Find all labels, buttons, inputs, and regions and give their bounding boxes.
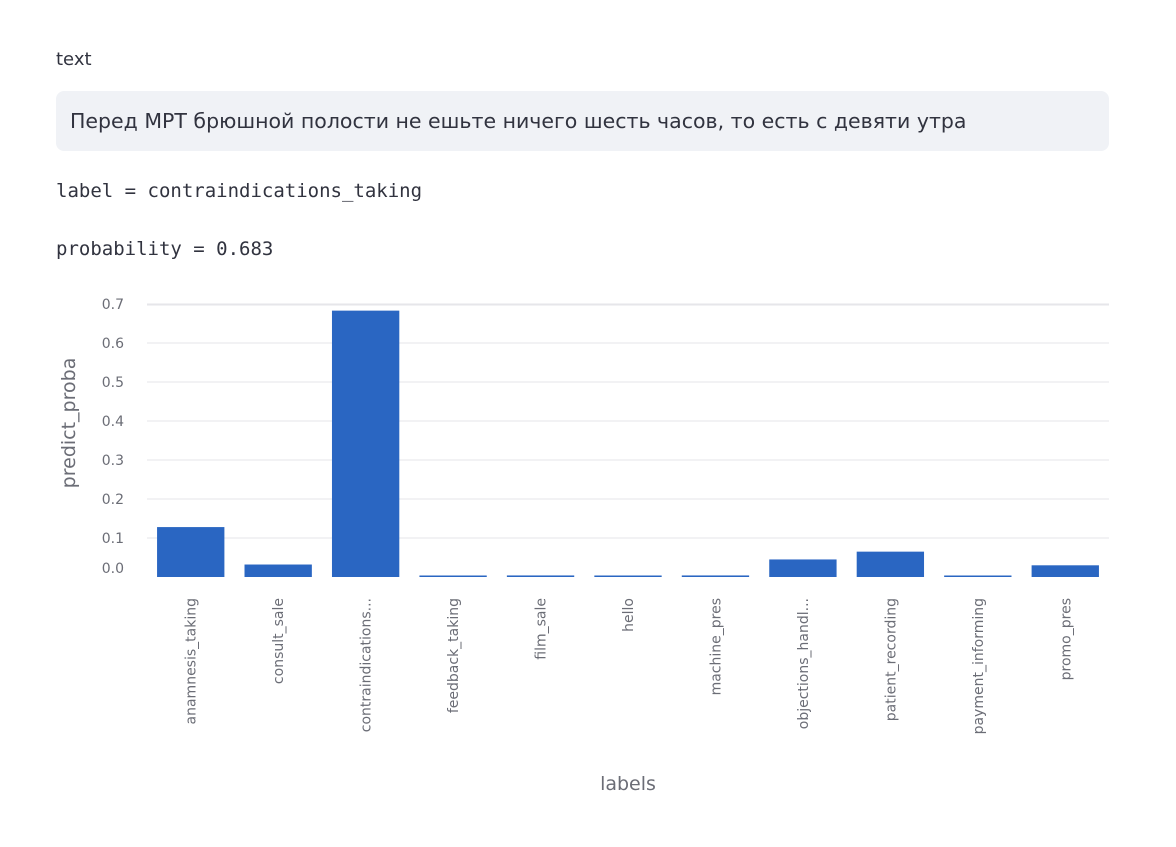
bar-patient_recording[interactable] [856, 551, 925, 577]
bar-hello[interactable] [594, 575, 662, 578]
y-tick-label: 0.5 [102, 375, 124, 391]
bar-anamnesis_taking[interactable] [157, 527, 225, 577]
bar-payment_informing[interactable] [944, 575, 1012, 578]
y-axis-title: predict_proba [58, 358, 80, 489]
y-tick-label: 0.3 [102, 453, 124, 469]
input-text-display: Перед МРТ брюшной полости не ешьте ничег… [56, 91, 1109, 151]
x-tick-label: objections_handl... [796, 598, 812, 729]
x-tick-label: feedback_taking [446, 598, 462, 713]
probability-line: probability = 0.683 [56, 238, 274, 260]
bar-consult_sale[interactable] [244, 564, 312, 577]
x-tick-label: patient_recording [883, 598, 899, 721]
bar-machine_pres[interactable] [681, 575, 750, 577]
x-tick-label: promo_pres [1058, 598, 1074, 680]
x-tick-label: anamnesis_taking [184, 598, 200, 724]
y-tick-label: 0.6 [102, 336, 124, 352]
x-tick-label: consult_sale [271, 598, 287, 684]
x-tick-label: film_sale [534, 598, 550, 660]
bar-feedback_taking[interactable] [419, 575, 487, 578]
y-tick-label: 0.0 [102, 561, 124, 577]
x-tick-label: machine_pres [708, 598, 724, 695]
x-tick-label: contraindications... [359, 598, 375, 732]
probability-bar-chart: 0.0 0.1 0.2 0.3 0.4 0.5 0.6 0.7 anamnesis_takin… [58, 297, 1109, 795]
bar-film_sale[interactable] [506, 575, 575, 577]
predicted-label-line: label = contraindications_taking [56, 180, 423, 202]
bar-objections_handl[interactable] [769, 559, 837, 577]
y-tick-label: 0.4 [102, 414, 124, 430]
x-tick-label: payment_informing [971, 598, 987, 734]
y-tick-label: 0.1 [102, 531, 124, 547]
y-tick-label: 0.2 [102, 492, 124, 508]
x-tick-label: hello [621, 598, 637, 632]
y-tick-label: 0.7 [102, 297, 124, 313]
bar-contraindications[interactable] [331, 310, 400, 577]
x-axis-title: labels [600, 773, 656, 795]
text-field-label: text [56, 49, 92, 70]
bar-promo_pres[interactable] [1031, 565, 1099, 577]
